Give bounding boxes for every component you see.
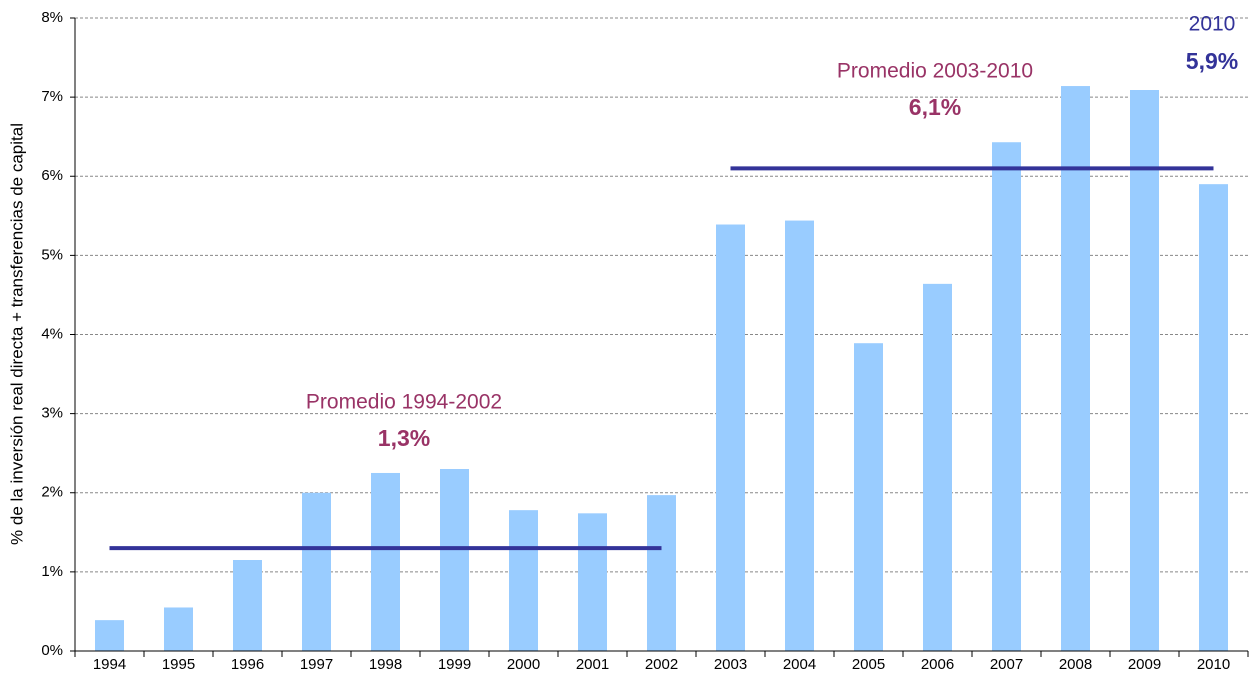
average-label: Promedio 2003-2010	[837, 60, 1033, 83]
bar	[1130, 90, 1159, 651]
average-value: 6,1%	[909, 94, 961, 120]
average-label: Promedio 1994-2002	[306, 391, 502, 414]
bar	[854, 343, 883, 651]
y-axis-label: % de la inversión real directa + transfe…	[7, 123, 26, 545]
bar	[1199, 184, 1228, 651]
bar	[578, 513, 607, 651]
y-tick-label: 0%	[41, 642, 63, 659]
annotation-label: 5,9%	[1186, 48, 1238, 74]
x-tick-label: 2008	[1059, 656, 1092, 673]
bar	[371, 472, 400, 651]
x-tick-label: 1997	[300, 656, 333, 673]
y-tick-label: 8%	[41, 9, 63, 26]
bar	[923, 283, 952, 651]
x-tick-label: 1998	[369, 656, 402, 673]
bar	[233, 560, 262, 651]
x-tick-label: 2010	[1197, 656, 1230, 673]
bar	[95, 620, 124, 651]
x-tick-label: 2002	[645, 656, 678, 673]
y-tick-label: 6%	[41, 167, 63, 184]
x-tick-label: 1994	[93, 656, 126, 673]
y-tick-label: 1%	[41, 563, 63, 580]
bar	[992, 142, 1021, 651]
bar	[785, 220, 814, 651]
bar	[302, 492, 331, 651]
x-tick-label: 1995	[162, 656, 195, 673]
y-tick-label: 2%	[41, 484, 63, 501]
average-value: 1,3%	[378, 425, 430, 451]
x-tick-label: 2004	[783, 656, 816, 673]
x-tick-label: 2001	[576, 656, 609, 673]
x-tick-label: 1996	[231, 656, 264, 673]
y-tick-label: 3%	[41, 405, 63, 422]
bar	[647, 495, 676, 651]
bar	[509, 510, 538, 651]
y-tick-label: 7%	[41, 88, 63, 105]
x-tick-label: 2007	[990, 656, 1023, 673]
annotation-title: 2010	[1189, 13, 1236, 36]
x-tick-label: 1999	[438, 656, 471, 673]
x-tick-label: 2006	[921, 656, 954, 673]
y-tick-label: 5%	[41, 246, 63, 263]
bar	[1061, 86, 1090, 652]
x-tick-label: 2009	[1128, 656, 1161, 673]
bar	[716, 224, 745, 652]
x-tick-label: 2000	[507, 656, 540, 673]
x-tick-label: 2005	[852, 656, 885, 673]
y-tick-label: 4%	[41, 325, 63, 342]
bar	[164, 607, 193, 651]
bar	[440, 469, 469, 651]
x-tick-label: 2003	[714, 656, 747, 673]
